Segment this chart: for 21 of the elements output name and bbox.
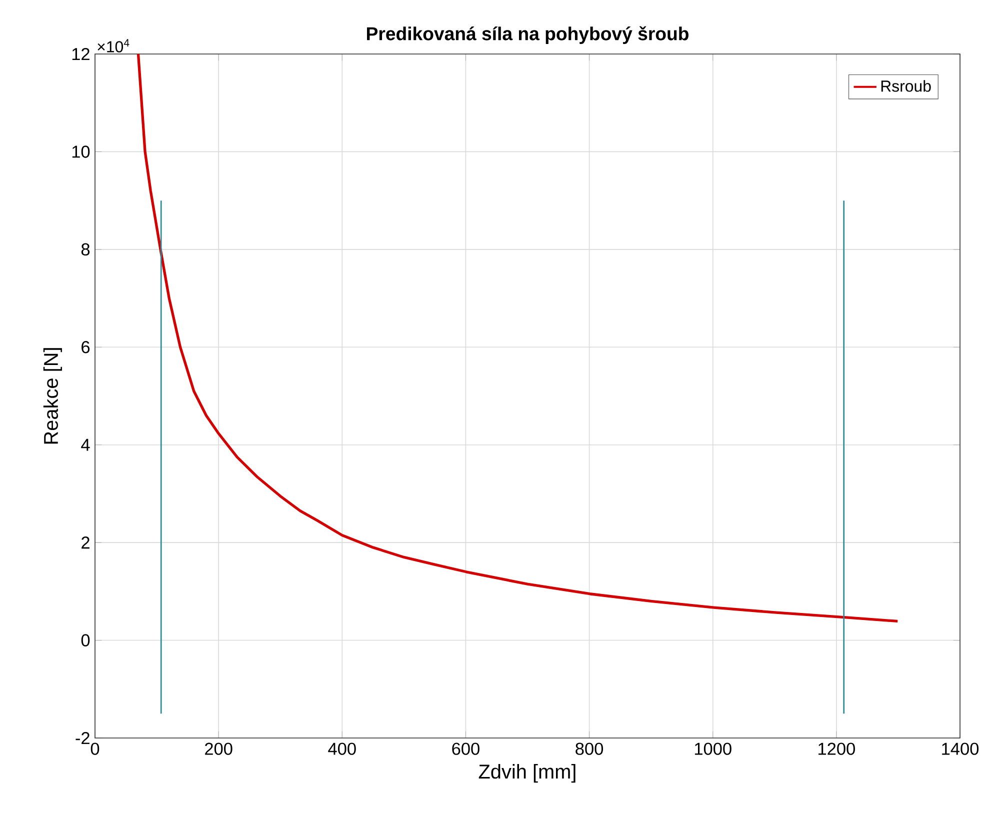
x-tick-label: 200 [205,742,232,755]
y-tick-label: 10 [72,146,90,158]
y-tick-label: 2 [82,536,90,549]
x-tick-label: 400 [328,742,356,755]
y-tick-label: 6 [82,341,90,354]
x-tick-label: 0 [90,742,100,755]
y-axis-title: Reakce [N] [43,348,62,444]
x-tick-label: 600 [452,742,480,755]
chart-title: Predikovaná síla na pohybový šroub [367,26,688,44]
x-tick-label: 1400 [942,742,979,755]
y-tick-label: 4 [81,438,90,451]
x-axis-title: Zdvih [mm] [478,764,576,783]
y-tick-label: 12 [72,48,90,60]
x-tick-label: 1000 [694,742,732,755]
x-tick-label: 800 [576,742,604,755]
y-tick-label: 0 [81,634,90,646]
y-tick-label: 8 [81,243,90,256]
x-tick-label: 1200 [818,742,855,755]
text: ×10$^{4}$ [98,39,130,52]
legend-label: Rsroub [881,80,931,92]
y-tick-label: -2 [76,732,90,744]
